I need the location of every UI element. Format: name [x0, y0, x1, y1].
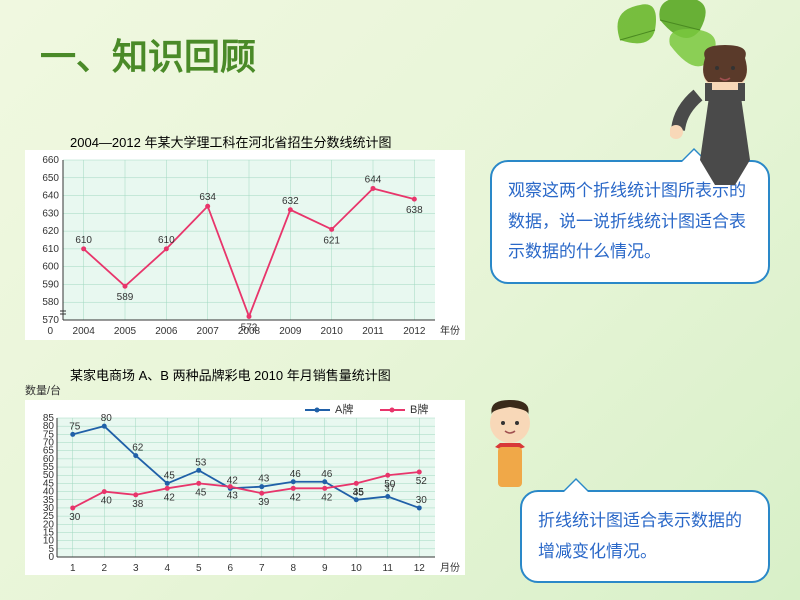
svg-text:5: 5: [196, 563, 202, 574]
svg-text:30: 30: [416, 495, 428, 506]
svg-text:4: 4: [164, 563, 170, 574]
student-illustration: [470, 395, 550, 495]
speech-bubble-answer: 折线统计图适合表示数据的增减变化情况。: [520, 490, 770, 583]
svg-text:638: 638: [406, 205, 423, 216]
svg-text:43: 43: [227, 491, 239, 502]
svg-text:650: 650: [42, 173, 59, 184]
svg-text:75: 75: [69, 421, 81, 432]
svg-text:46: 46: [290, 469, 302, 480]
svg-text:2011: 2011: [362, 326, 384, 337]
svg-text:A牌: A牌: [335, 402, 353, 416]
svg-text:43: 43: [258, 474, 270, 485]
svg-text:11: 11: [383, 563, 394, 574]
svg-text:589: 589: [117, 292, 134, 303]
svg-text:2006: 2006: [155, 326, 178, 337]
chart2: 0510152025303540455055606570758085123456…: [25, 400, 465, 575]
svg-text:0: 0: [47, 326, 53, 337]
svg-text:12: 12: [414, 563, 426, 574]
chart1-title: 2004—2012 年某大学理工科在河北省招生分数线统计图: [70, 132, 391, 151]
svg-text:621: 621: [323, 235, 340, 246]
svg-text:42: 42: [321, 492, 333, 503]
svg-text:8: 8: [290, 563, 296, 574]
svg-text:632: 632: [282, 196, 299, 207]
svg-text:2004: 2004: [73, 326, 96, 337]
svg-text:1: 1: [70, 563, 76, 574]
svg-text:月份: 月份: [440, 562, 460, 574]
svg-text:30: 30: [69, 512, 81, 523]
svg-text:38: 38: [132, 499, 144, 510]
svg-text:9: 9: [322, 563, 328, 574]
svg-text:45: 45: [353, 487, 365, 498]
svg-text:640: 640: [42, 191, 59, 202]
svg-text:40: 40: [101, 496, 113, 507]
svg-text:2007: 2007: [197, 326, 220, 337]
svg-text:6: 6: [227, 563, 233, 574]
chart2-ylabel: 数量/台: [25, 382, 61, 398]
svg-text:62: 62: [132, 443, 144, 454]
svg-text:572: 572: [241, 322, 258, 333]
svg-text:45: 45: [164, 470, 176, 481]
svg-text:46: 46: [321, 469, 333, 480]
svg-text:42: 42: [227, 475, 239, 486]
chart1: 570 580 590 600 610 620 630 640 650 660 2004 2005 20…: [25, 150, 465, 340]
svg-text:42: 42: [290, 492, 302, 503]
svg-text:610: 610: [42, 244, 59, 255]
svg-text:7: 7: [259, 563, 265, 574]
svg-text:年份: 年份: [440, 324, 460, 337]
svg-text:644: 644: [365, 174, 382, 185]
svg-text:52: 52: [416, 476, 428, 487]
svg-text:610: 610: [158, 235, 175, 246]
chart2-title: 某家电商场 A、B 两种品牌彩电 2010 年月销售量统计图: [70, 365, 391, 384]
svg-text:2: 2: [101, 563, 107, 574]
svg-text:610: 610: [75, 235, 92, 246]
svg-text:2012: 2012: [403, 326, 426, 337]
svg-text:85: 85: [43, 413, 55, 424]
svg-text:660: 660: [42, 155, 59, 166]
svg-text:630: 630: [42, 208, 59, 219]
svg-text:2009: 2009: [279, 326, 302, 337]
teacher-illustration: [670, 40, 780, 190]
svg-text:580: 580: [42, 297, 59, 308]
svg-text:2010: 2010: [321, 326, 344, 337]
svg-text:53: 53: [195, 457, 207, 468]
svg-text:634: 634: [199, 192, 216, 203]
svg-text:10: 10: [351, 563, 363, 574]
svg-text:3: 3: [133, 563, 139, 574]
svg-text:45: 45: [195, 487, 207, 498]
svg-text:80: 80: [101, 413, 113, 424]
svg-text:590: 590: [42, 279, 59, 290]
svg-text:2005: 2005: [114, 326, 137, 337]
svg-text:39: 39: [258, 497, 270, 508]
svg-text:50: 50: [384, 479, 396, 490]
svg-text:42: 42: [164, 492, 176, 503]
svg-text:620: 620: [42, 226, 59, 237]
svg-text:570: 570: [42, 315, 59, 326]
svg-text:600: 600: [42, 262, 59, 273]
svg-text:B牌: B牌: [410, 402, 428, 416]
